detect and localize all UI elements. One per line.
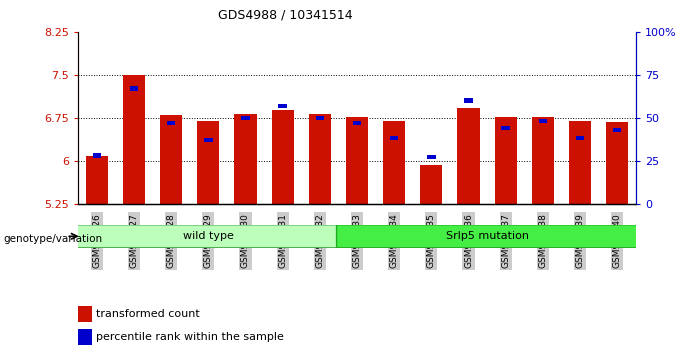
Bar bbox=[92, 153, 101, 158]
Bar bbox=[606, 122, 628, 204]
Bar bbox=[532, 117, 554, 204]
Bar bbox=[427, 155, 436, 159]
Bar bbox=[353, 121, 361, 125]
Bar bbox=[494, 117, 517, 204]
Text: transformed count: transformed count bbox=[96, 309, 200, 319]
Text: Srlp5 mutation: Srlp5 mutation bbox=[445, 231, 528, 241]
Bar bbox=[309, 114, 331, 204]
FancyBboxPatch shape bbox=[76, 225, 340, 248]
Text: wild type: wild type bbox=[183, 231, 234, 241]
Text: percentile rank within the sample: percentile rank within the sample bbox=[96, 332, 284, 342]
Bar bbox=[78, 306, 92, 321]
Bar bbox=[539, 119, 547, 123]
Bar bbox=[86, 156, 108, 204]
Bar bbox=[123, 75, 145, 204]
Bar bbox=[167, 121, 175, 125]
Bar bbox=[569, 121, 591, 204]
Bar bbox=[204, 138, 213, 142]
Bar bbox=[197, 121, 220, 204]
FancyBboxPatch shape bbox=[337, 225, 638, 248]
Bar bbox=[464, 98, 473, 103]
Bar bbox=[160, 115, 182, 204]
Bar bbox=[278, 103, 287, 108]
Bar bbox=[241, 115, 250, 120]
Bar bbox=[420, 165, 443, 204]
Text: genotype/variation: genotype/variation bbox=[3, 234, 103, 244]
Bar bbox=[346, 117, 368, 204]
Bar bbox=[390, 136, 398, 141]
Bar bbox=[235, 114, 256, 204]
Bar bbox=[613, 127, 622, 132]
Bar bbox=[78, 329, 92, 345]
Bar bbox=[501, 126, 510, 130]
Bar bbox=[271, 110, 294, 204]
Bar bbox=[383, 121, 405, 204]
Bar bbox=[316, 115, 324, 120]
Text: GDS4988 / 10341514: GDS4988 / 10341514 bbox=[218, 9, 353, 22]
Bar bbox=[576, 136, 584, 141]
Bar bbox=[130, 86, 138, 91]
Bar bbox=[458, 108, 479, 204]
